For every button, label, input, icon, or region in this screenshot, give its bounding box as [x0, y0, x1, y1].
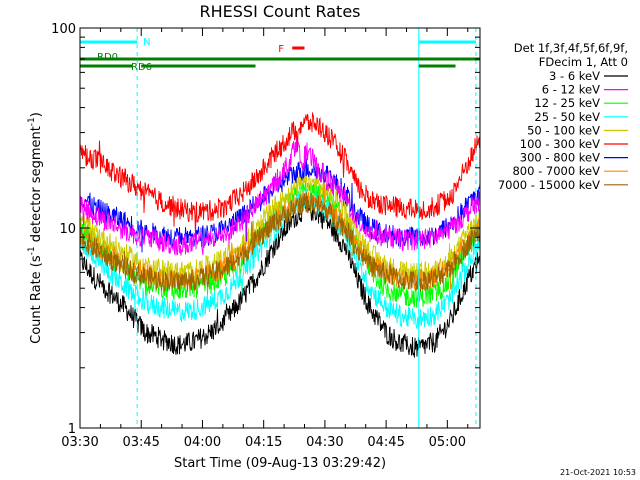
footer-timestamp: 21-Oct-2021 10:53: [560, 468, 636, 477]
y-tick-label-2: 100: [51, 22, 76, 37]
legend-label-7: 800 - 7000 keV: [512, 164, 600, 178]
y-axis-label-main: Count Rate (s: [29, 255, 44, 344]
y-axis-label: Count Rate (s-1 detector segment-1): [27, 112, 44, 344]
x-tick-label-5: 04:45: [367, 435, 404, 450]
chart-title: RHESSI Count Rates: [200, 2, 361, 21]
x-axis-label: Start Time (09-Aug-13 03:29:42): [174, 456, 386, 471]
legend-label-0: 3 - 6 keV: [549, 69, 600, 83]
series-line-0: [79, 198, 481, 359]
x-tick-label-1: 03:45: [122, 435, 159, 450]
n-label: N: [143, 37, 150, 48]
legend-header-line-1: Det 1f,3f,4f,5f,6f,9f,: [514, 41, 628, 55]
y-tick-label-1: 10: [59, 222, 76, 237]
rd0-label: RD0: [97, 52, 118, 63]
y-axis-label-exp-2: -1: [27, 117, 37, 126]
legend-label-4: 50 - 100 keV: [527, 123, 600, 137]
y-axis-label-mid: detector segment: [29, 126, 44, 246]
series-line-1: [79, 132, 481, 256]
x-tick-label-3: 04:15: [245, 435, 282, 450]
series-line-5: [79, 112, 481, 239]
series-line-8: [79, 192, 481, 292]
x-tick-label-4: 04:30: [306, 435, 343, 450]
legend-header-line-2: FDecim 1, Att 0: [539, 55, 628, 69]
y-axis-label-exp-1: -1: [27, 246, 37, 255]
legend-label-8: 7000 - 15000 keV: [498, 178, 600, 192]
x-tick-label-2: 04:00: [184, 435, 221, 450]
axes: 03:30 03:45 04:00 04:15 04:30 04:45 05:00 1 10 10…: [51, 22, 480, 450]
legend-label-3: 25 - 50 keV: [534, 110, 600, 124]
legend-label-6: 300 - 800 keV: [520, 151, 600, 165]
legend-label-2: 12 - 25 keV: [534, 96, 600, 110]
rd6-label: RD6: [131, 62, 152, 73]
legend: Det 1f,3f,4f,5f,6f,9f, FDecim 1, Att 0 3…: [498, 41, 628, 192]
x-tick-label-0: 03:30: [61, 435, 98, 450]
y-axis-label-end: ): [29, 112, 44, 117]
x-tick-label-6: 05:00: [429, 435, 466, 450]
y-tick-label-0: 1: [68, 422, 76, 437]
legend-label-1: 6 - 12 keV: [542, 83, 600, 97]
legend-label-5: 100 - 300 keV: [520, 137, 600, 151]
f-label: F: [278, 44, 284, 55]
